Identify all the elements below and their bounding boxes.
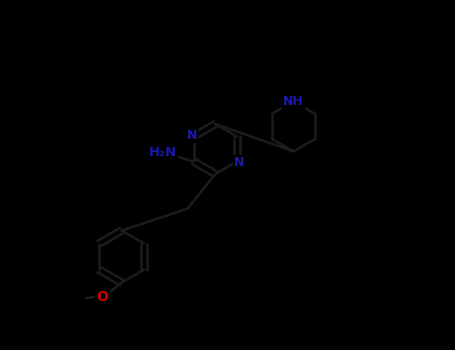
Text: H₂N: H₂N <box>148 146 177 159</box>
Text: NH: NH <box>283 95 304 108</box>
Text: N: N <box>233 156 244 169</box>
Text: O: O <box>96 289 108 303</box>
Text: N: N <box>187 129 197 142</box>
